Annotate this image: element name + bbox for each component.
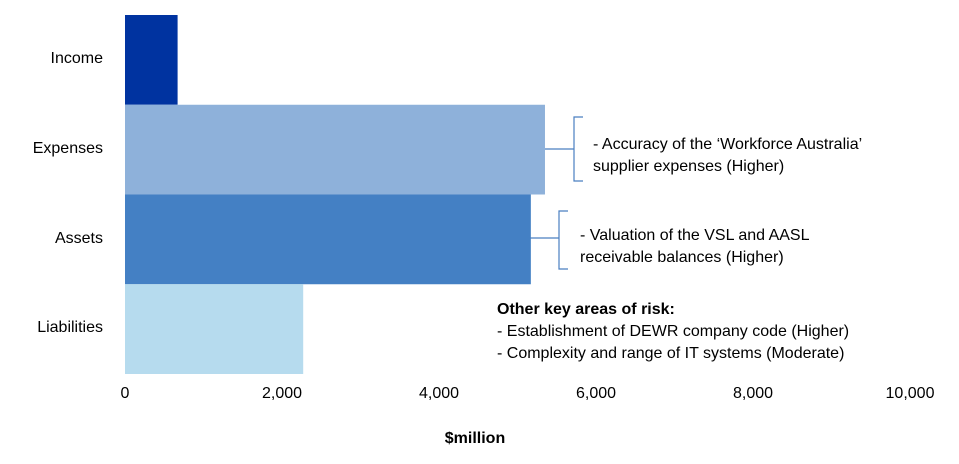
other-risks-heading: Other key areas of risk: xyxy=(497,301,675,318)
category-label-expenses: Expenses xyxy=(32,140,103,157)
x-tick-label: 8,000 xyxy=(732,385,774,402)
assets-brace xyxy=(530,210,568,270)
category-label-liabilities: Liabilities xyxy=(37,319,103,336)
annotation-line: - Complexity and range of IT systems (Mo… xyxy=(497,345,845,362)
x-tick-label: 10,000 xyxy=(885,385,935,402)
annotation-line: - Accuracy of the ‘Workforce Australia’ xyxy=(593,136,863,153)
category-label-assets: Assets xyxy=(54,230,103,247)
x-tick-label: 4,000 xyxy=(418,385,460,402)
annotation-line: - Valuation of the VSL and AASL xyxy=(580,227,810,244)
expenses-risk-annotation: - Accuracy of the ‘Workforce Australia’ … xyxy=(593,134,862,178)
bar-assets xyxy=(125,194,531,285)
annotation-line: receivable balances (Higher) xyxy=(580,249,784,266)
x-axis-title: $million xyxy=(444,430,506,447)
bar-income xyxy=(125,15,178,105)
bar-liabilities xyxy=(125,284,304,374)
x-tick-label: 2,000 xyxy=(261,385,303,402)
x-tick-label: 0 xyxy=(120,385,130,402)
assets-risk-annotation: - Valuation of the VSL and AASL receivab… xyxy=(580,225,810,269)
x-tick-label: 6,000 xyxy=(575,385,617,402)
expenses-brace xyxy=(545,116,583,182)
bar-expenses xyxy=(125,104,545,195)
category-label-income: Income xyxy=(50,50,103,67)
annotation-line: supplier expenses (Higher) xyxy=(593,158,785,175)
other-risks-annotation: Other key areas of risk: - Establishment… xyxy=(497,299,849,365)
annotation-line: - Establishment of DEWR company code (Hi… xyxy=(497,323,850,340)
